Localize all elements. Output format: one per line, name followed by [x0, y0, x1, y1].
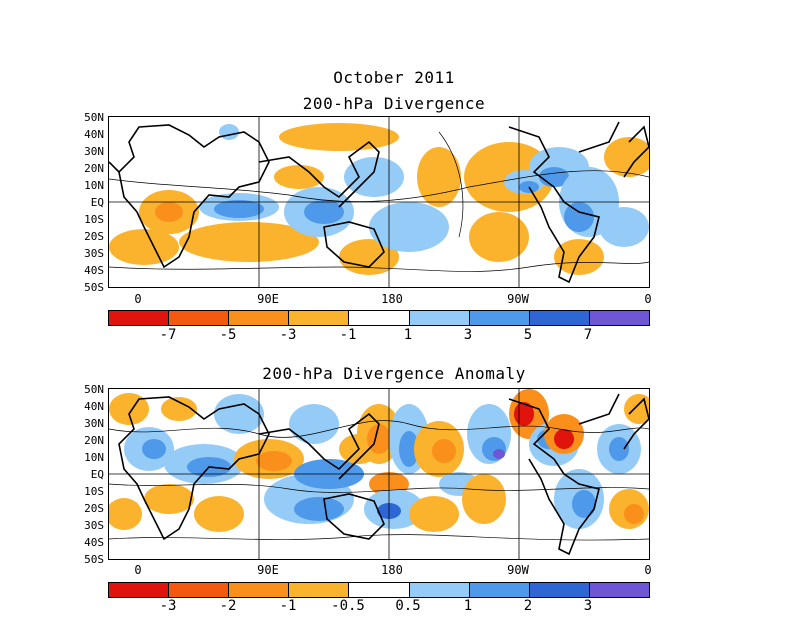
colorbar-label: -5	[219, 327, 237, 343]
lon-label: 180	[381, 292, 403, 306]
lat-label: 40N	[84, 400, 104, 413]
lat-label: 20S	[84, 230, 104, 243]
colorbar-swatch	[589, 311, 649, 325]
colorbar-swatch	[409, 583, 470, 597]
lat-label: 10S	[84, 485, 104, 498]
lat-label: EQ	[90, 196, 104, 209]
colorbar-label: 3	[583, 598, 593, 614]
colorbar-label: 2	[523, 598, 533, 614]
colorbar-anomaly	[108, 582, 650, 598]
lon-label: 90E	[257, 292, 279, 306]
colorbar-label: -1	[339, 327, 357, 343]
colorbar-swatch	[169, 583, 230, 597]
lat-label: 30S	[84, 247, 104, 260]
colorbar-swatch	[109, 311, 170, 325]
colorbar-label: -0.5	[331, 598, 365, 614]
lat-label: 50N	[84, 383, 104, 396]
grid-lines	[109, 117, 649, 287]
lon-label: 0	[134, 292, 142, 306]
lat-label: 50N	[84, 111, 104, 124]
colorbar-label: -7	[159, 327, 177, 343]
panel2-title: 200-hPa Divergence Anomaly	[262, 364, 526, 383]
panel1-title: 200-hPa Divergence	[302, 94, 486, 113]
colorbar-swatch	[529, 583, 590, 597]
lon-label: 0	[134, 563, 142, 577]
colorbar-swatch	[589, 583, 649, 597]
lat-label: 10S	[84, 213, 104, 226]
lat-label: 20S	[84, 502, 104, 515]
colorbar-swatch	[469, 311, 530, 325]
lat-label: 30N	[84, 417, 104, 430]
lat-label: 50S	[84, 553, 104, 566]
colorbar-divergence	[108, 310, 650, 326]
lat-label: 10N	[84, 179, 104, 192]
lon-label: 0	[644, 292, 652, 306]
month-title: October 2011	[333, 68, 455, 87]
lat-label: 40S	[84, 264, 104, 277]
colorbar-swatch	[289, 311, 350, 325]
coastlines	[118, 393, 649, 556]
colorbar-label: 7	[583, 327, 593, 343]
zero-contours	[109, 131, 649, 272]
lat-label: 20N	[84, 162, 104, 175]
colorbar-label: 1	[463, 598, 473, 614]
colorbar-swatch	[469, 583, 530, 597]
colorbar-label: 1	[403, 327, 413, 343]
colorbar-swatch	[229, 311, 290, 325]
lat-label: 40N	[84, 128, 104, 141]
colorbar-swatch	[169, 311, 230, 325]
anomaly-shading	[109, 389, 649, 532]
lat-label: EQ	[90, 468, 104, 481]
divergence-anomaly-map	[108, 388, 650, 560]
lon-label: 90W	[507, 563, 529, 577]
grid-lines	[109, 389, 649, 559]
divergence-shading	[109, 123, 649, 275]
lat-label: 30N	[84, 145, 104, 158]
lon-label: 90W	[507, 292, 529, 306]
coastlines	[109, 121, 649, 284]
lat-label: 20N	[84, 434, 104, 447]
colorbar-label: 0.5	[395, 598, 421, 614]
colorbar-swatch	[349, 311, 410, 325]
colorbar-label: -3	[159, 598, 177, 614]
colorbar-swatch	[289, 583, 350, 597]
colorbar-label: -2	[219, 598, 237, 614]
lon-label: 180	[381, 563, 403, 577]
lat-label: 30S	[84, 519, 104, 532]
colorbar-label: 3	[463, 327, 473, 343]
colorbar-swatch	[229, 583, 290, 597]
divergence-map	[108, 116, 650, 288]
lat-label: 50S	[84, 281, 104, 294]
zero-contours	[109, 420, 649, 541]
lon-label: 90E	[257, 563, 279, 577]
colorbar-swatch	[109, 583, 170, 597]
lat-label: 10N	[84, 451, 104, 464]
colorbar-swatch	[409, 311, 470, 325]
lat-label: 40S	[84, 536, 104, 549]
colorbar-swatch	[349, 583, 410, 597]
lon-label: 0	[644, 563, 652, 577]
colorbar-label: 5	[523, 327, 533, 343]
colorbar-swatch	[529, 311, 590, 325]
colorbar-label: -3	[279, 327, 297, 343]
colorbar-label: -1	[279, 598, 297, 614]
